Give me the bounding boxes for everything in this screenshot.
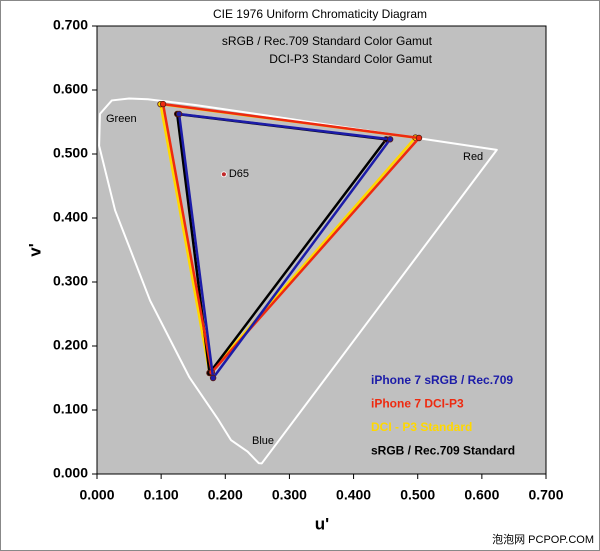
vertex-marker xyxy=(386,136,394,143)
y-tick-label: 0.100 xyxy=(53,401,88,417)
x-axis-title: u' xyxy=(315,514,329,533)
legend-entry: iPhone 7 DCI-P3 xyxy=(371,397,464,411)
vertex-marker xyxy=(209,374,217,382)
series-line xyxy=(161,102,421,374)
legend-entry: iPhone 7 sRGB / Rec.709 xyxy=(371,373,513,387)
x-tick-label: 0.200 xyxy=(208,487,243,503)
white-point-label: D65 xyxy=(229,168,249,180)
vertex-marker xyxy=(415,134,423,142)
vertex-marker xyxy=(159,100,167,108)
y-tick-label: 0.200 xyxy=(53,337,88,353)
y-tick-label: 0.400 xyxy=(53,209,88,225)
x-tick-label: 0.400 xyxy=(336,487,371,503)
note: DCI-P3 Standard Color Gamut xyxy=(269,52,432,66)
y-tick-label: 0.700 xyxy=(53,17,88,33)
x-tick-label: 0.100 xyxy=(144,487,179,503)
x-tick-label: 0.500 xyxy=(400,487,435,503)
chart-title: CIE 1976 Uniform Chromaticity Diagram xyxy=(213,7,427,21)
legend-entry: sRGB / Rec.709 Standard xyxy=(371,444,515,458)
x-tick-label: 0.700 xyxy=(528,487,563,503)
y-tick-label: 0.600 xyxy=(53,81,88,97)
white-point xyxy=(220,171,227,178)
series-line xyxy=(177,112,392,380)
watermark: 泡泡网 PCPOP.COM xyxy=(492,532,594,546)
y-tick-label: 0.300 xyxy=(53,273,88,289)
y-tick-label: 0.000 xyxy=(53,465,88,481)
x-tick-label: 0.300 xyxy=(272,487,307,503)
y-axis-title: v' xyxy=(25,243,44,257)
vertex-marker xyxy=(175,110,183,118)
x-tick-label: 0.000 xyxy=(79,487,114,503)
locus-label: Red xyxy=(463,151,483,163)
note: sRGB / Rec.709 Standard Color Gamut xyxy=(222,34,433,48)
locus-label: Blue xyxy=(252,435,274,447)
x-tick-label: 0.600 xyxy=(464,487,499,503)
y-tick-label: 0.500 xyxy=(53,145,88,161)
locus-label: Green xyxy=(106,113,137,125)
legend-entry: DCI - P3 Standard xyxy=(371,420,472,434)
